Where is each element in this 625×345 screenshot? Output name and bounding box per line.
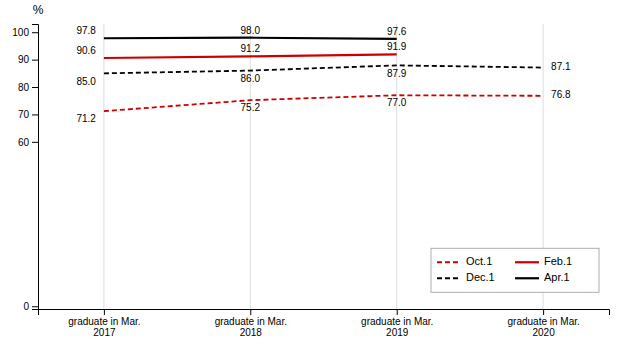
data-label: 75.2 [241,102,261,113]
line [104,65,543,73]
tick-label: 60 [18,137,30,148]
legend-label: Oct.1 [466,255,492,267]
data-label: 87.1 [551,61,571,72]
tick: graduate in Mar.2019 [361,309,433,338]
tick: 90 [18,54,38,65]
data-label: 97.8 [76,25,96,36]
tick-mark [32,306,38,307]
tick-label: graduate in Mar.2018 [215,316,287,338]
axis-title: % [33,3,44,17]
tick-mark [32,114,38,115]
legend-label: Dec.1 [466,271,495,283]
line [104,95,543,111]
lines [104,38,543,111]
tick-mark [543,309,544,315]
tick-mark [397,309,398,315]
tick: graduate in Mar.2018 [215,309,287,338]
data-label: 91.2 [241,43,261,54]
legend-swatch [515,261,539,263]
tick-label: graduate in Mar.2020 [507,316,579,338]
tick-mark [32,60,38,61]
line [104,38,397,39]
chart: 060708090100graduate in Mar.2017graduate… [0,0,625,345]
tick: 60 [18,137,38,148]
data-label: 71.2 [76,113,96,124]
axis-line [39,310,610,316]
plot: 060708090100graduate in Mar.2017graduate… [12,3,609,338]
line [104,54,397,58]
tick-label: 100 [12,27,29,38]
grid-line [103,24,104,309]
data-label: 86.0 [241,73,261,84]
tick-label: 90 [18,54,30,65]
data-label: 85.0 [76,76,96,87]
legend-box [431,248,599,292]
legend-item: Feb.1 [515,255,572,267]
tick-label: 0 [23,301,29,312]
data-label: 77.0 [387,97,407,108]
legend: Oct.1 Dec.1 Feb.1 Apr.1 [431,248,599,292]
tick-mark [32,142,38,143]
data-label: 87.9 [387,68,407,79]
tick: 80 [18,82,38,93]
tick-mark [32,32,38,33]
tick-label: graduate in Mar.2017 [68,316,140,338]
axis-line [32,25,39,310]
data-label: 98.0 [241,25,261,36]
tick: 100 [12,27,38,38]
y-axis: 0 60 70 80 90 100 [12,25,38,312]
data-label: 90.6 [76,45,96,56]
legend-swatch [515,277,539,279]
tick-label: 80 [18,82,30,93]
tick-label: 70 [18,109,30,120]
data-label: 76.8 [551,89,571,100]
legend-label: Apr.1 [544,271,570,283]
legend-item: Apr.1 [515,271,570,283]
data-labels: 71.2 75.2 77.0 76.8 85.0 86.0 87.9 87.1 90.6 91.2… [76,25,571,125]
tick: graduate in Mar.2020 [507,309,579,338]
legend-swatch [437,277,461,279]
grid-line [250,24,251,309]
tick-mark [104,309,105,315]
legend-item: Dec.1 [437,271,495,283]
tick-mark [32,87,38,88]
grid [104,24,543,309]
legend-swatch [437,261,461,263]
tick: 0 [23,301,38,312]
tick-mark [250,309,251,315]
x-axis: graduate in Mar.2017 graduate in Mar.2018… [39,309,610,338]
data-label: 91.9 [387,41,407,52]
legend-label: Feb.1 [544,255,572,267]
legend-item: Oct.1 [437,255,492,267]
tick: 70 [18,109,38,120]
data-label: 97.6 [387,26,407,37]
tick: graduate in Mar.2017 [68,309,140,338]
tick-label: graduate in Mar.2019 [361,316,433,338]
